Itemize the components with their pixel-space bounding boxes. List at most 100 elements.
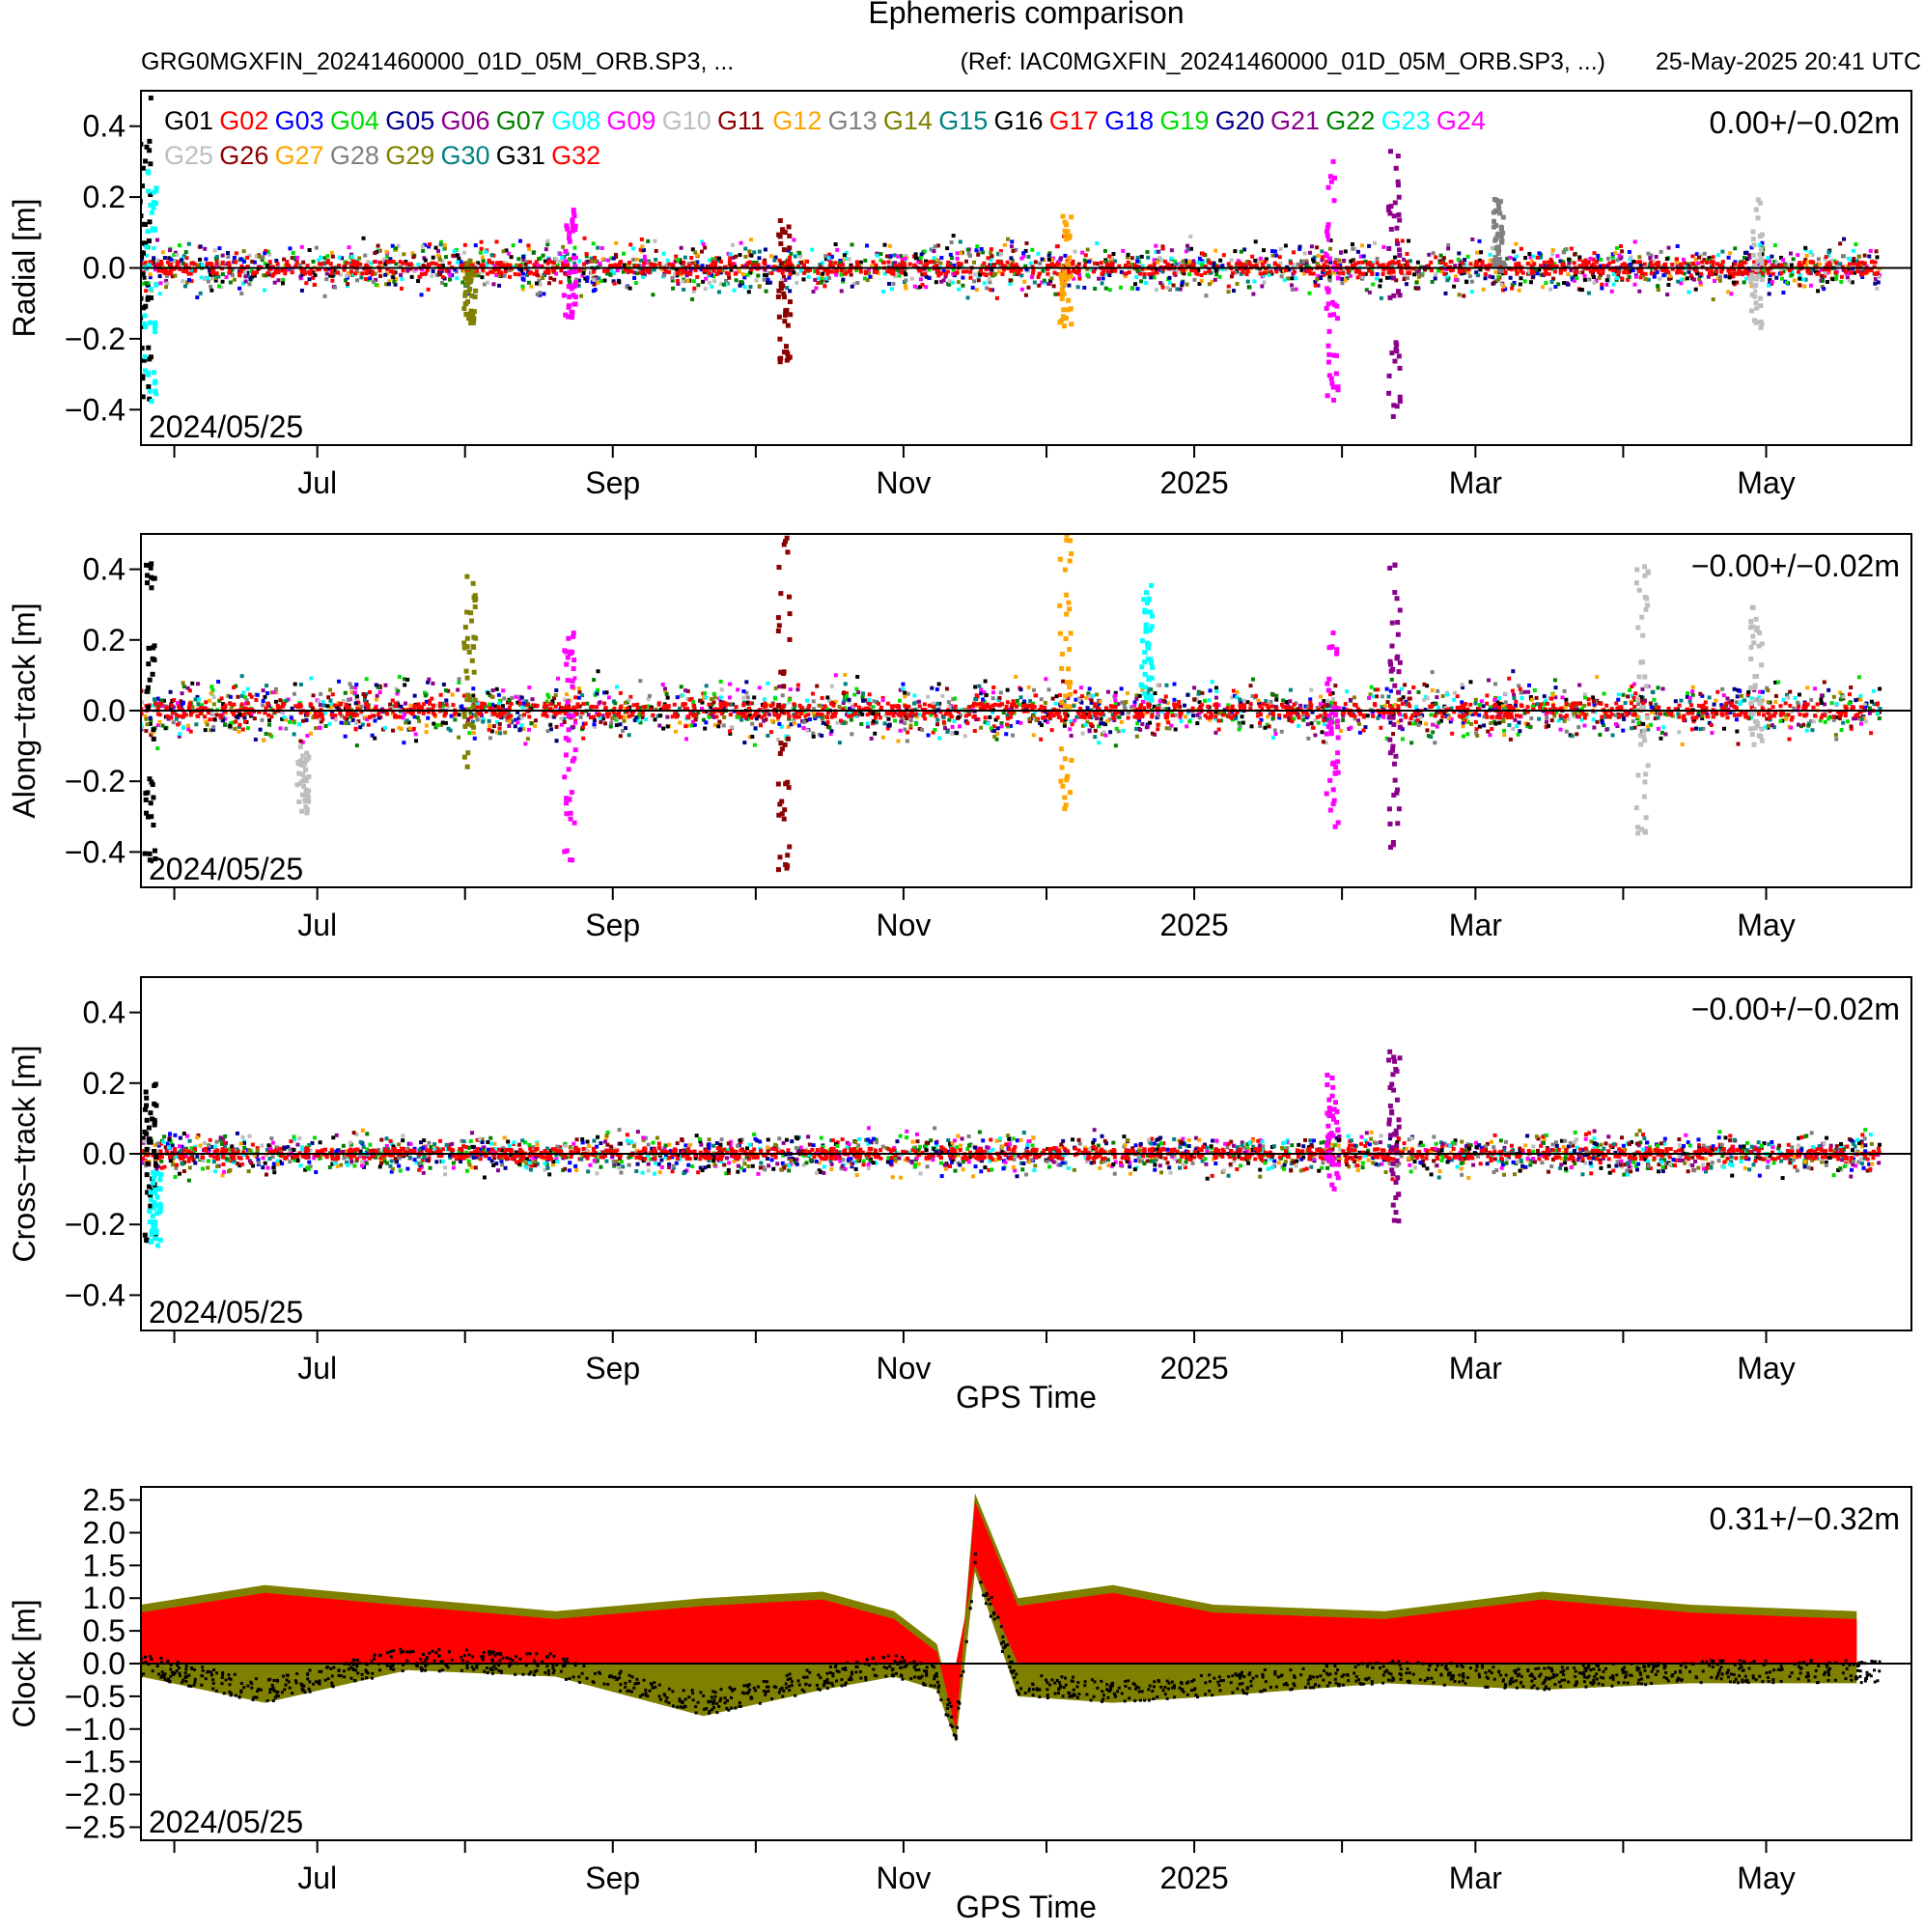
scatter-point xyxy=(945,264,950,268)
scatter-point xyxy=(1596,701,1601,706)
outlier-point xyxy=(1059,318,1065,323)
scatter-point xyxy=(349,254,354,259)
scatter-point xyxy=(1617,253,1622,258)
scatter-point xyxy=(521,257,526,262)
outlier-point xyxy=(1385,207,1391,212)
scatter-point xyxy=(1620,249,1625,254)
scatter-point xyxy=(693,250,698,255)
scatter-point xyxy=(926,733,931,738)
scatter-point xyxy=(990,696,995,701)
scatter-point xyxy=(1437,260,1442,265)
scatter-point xyxy=(338,272,343,277)
scatter-point xyxy=(1626,270,1631,275)
scatter-point xyxy=(1270,249,1275,254)
scatter-point xyxy=(490,261,495,266)
scatter-point xyxy=(317,266,321,271)
scatter-point xyxy=(1022,699,1027,704)
scatter-point xyxy=(1152,258,1157,263)
scatter-point xyxy=(1597,270,1602,275)
scatter-point xyxy=(1191,714,1196,718)
scatter-point xyxy=(903,721,907,726)
outlier-point xyxy=(1324,253,1329,259)
scatter-point xyxy=(973,272,978,277)
scatter-point xyxy=(898,687,903,692)
scatter-point xyxy=(1337,270,1342,275)
outlier-point xyxy=(782,319,788,324)
scatter-point xyxy=(1408,259,1412,264)
scatter-point xyxy=(428,242,432,247)
outlier-point xyxy=(141,141,144,147)
scatter-point xyxy=(646,697,651,702)
scatter-point xyxy=(1363,725,1368,730)
scatter-point xyxy=(882,242,887,247)
outlier-point xyxy=(1324,393,1330,399)
scatter-point xyxy=(1367,243,1372,248)
scatter-point xyxy=(1358,254,1363,259)
scatter-point xyxy=(752,260,757,265)
scatter-point xyxy=(1877,710,1882,714)
scatter-point xyxy=(823,284,827,289)
scatter-point xyxy=(538,282,543,287)
scatter-point xyxy=(1507,676,1512,681)
outlier-point xyxy=(1396,353,1402,359)
scatter-point xyxy=(1414,286,1419,291)
scatter-point xyxy=(1595,267,1600,272)
scatter-point xyxy=(1427,252,1432,257)
scatter-point xyxy=(933,265,937,269)
outlier-point xyxy=(141,305,147,311)
outlier-point xyxy=(1329,380,1335,386)
scatter-point xyxy=(1841,254,1846,259)
scatter-point xyxy=(1535,271,1540,276)
scatter-point xyxy=(1309,687,1314,692)
scatter-point xyxy=(868,274,873,279)
scatter-point xyxy=(1387,261,1392,266)
scatter-point xyxy=(661,273,666,278)
scatter-point xyxy=(974,288,979,293)
scatter-point xyxy=(944,686,949,691)
scatter-point xyxy=(1757,242,1762,247)
scatter-point xyxy=(227,270,232,275)
scatter-point xyxy=(1789,725,1794,730)
scatter-point xyxy=(1559,267,1564,272)
scatter-point xyxy=(989,726,993,731)
scatter-point xyxy=(1192,267,1197,272)
scatter-point xyxy=(1611,272,1616,277)
scatter-point xyxy=(685,270,690,275)
scatter-point xyxy=(1577,255,1582,260)
scatter-point xyxy=(285,260,290,265)
scatter-point xyxy=(296,722,301,727)
scatter-point xyxy=(1389,263,1394,267)
scatter-point xyxy=(495,720,500,725)
scatter-point xyxy=(1779,271,1784,276)
scatter-point xyxy=(1297,244,1302,249)
scatter-point xyxy=(820,276,824,281)
scatter-point xyxy=(1313,283,1318,288)
y-tick-label: −0.2 xyxy=(65,322,125,356)
scatter-point xyxy=(1185,711,1190,715)
scatter-point xyxy=(724,282,729,287)
scatter-point xyxy=(1700,707,1705,712)
outlier-point xyxy=(1492,263,1497,268)
scatter-point xyxy=(1479,699,1484,704)
scatter-point xyxy=(654,707,658,712)
scatter-point xyxy=(1438,253,1443,258)
scatter-point xyxy=(1174,269,1179,274)
scatter-point xyxy=(311,270,316,275)
scatter-point xyxy=(967,710,972,714)
scatter-point xyxy=(1512,692,1517,697)
scatter-point xyxy=(1654,254,1659,259)
outlier-point xyxy=(1062,269,1068,275)
scatter-point xyxy=(527,247,532,252)
scatter-point xyxy=(854,260,859,265)
scatter-point xyxy=(178,702,182,707)
scatter-point xyxy=(977,684,982,688)
scatter-point xyxy=(1145,249,1150,254)
scatter-point xyxy=(1018,695,1023,700)
scatter-point xyxy=(476,273,481,278)
scatter-point xyxy=(1154,243,1158,248)
scatter-point xyxy=(503,269,508,274)
outlier-point xyxy=(1748,279,1754,285)
outlier-point xyxy=(776,314,782,320)
scatter-point xyxy=(1584,712,1589,716)
scatter-point xyxy=(1674,257,1679,262)
